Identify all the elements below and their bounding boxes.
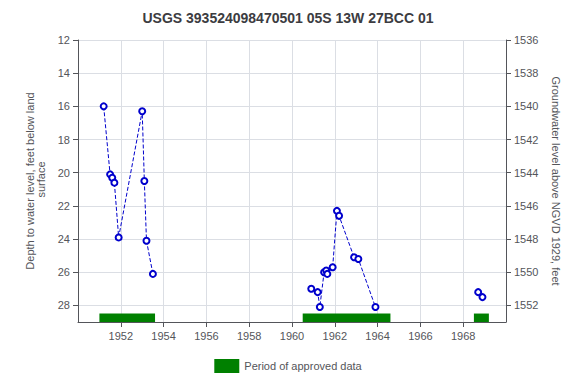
svg-text:1956: 1956	[194, 330, 218, 342]
svg-text:1540: 1540	[514, 100, 538, 112]
svg-text:1538: 1538	[514, 67, 538, 79]
svg-text:1960: 1960	[280, 330, 304, 342]
svg-text:USGS 393524098470501 05S 13W 2: USGS 393524098470501 05S 13W 27BCC 01	[142, 10, 433, 26]
svg-text:Period of approved data: Period of approved data	[244, 360, 362, 372]
svg-text:1536: 1536	[514, 34, 538, 46]
svg-text:22: 22	[58, 200, 70, 212]
svg-text:1952: 1952	[109, 330, 133, 342]
svg-text:16: 16	[58, 100, 70, 112]
svg-text:1548: 1548	[514, 233, 538, 245]
svg-text:surface: surface	[35, 161, 47, 200]
svg-text:1550: 1550	[514, 266, 538, 278]
svg-text:1552: 1552	[514, 299, 538, 311]
svg-text:1544: 1544	[514, 167, 538, 179]
svg-text:Groundwater level above NGVD 1: Groundwater level above NGVD 1929, feet	[550, 76, 562, 285]
svg-text:1958: 1958	[237, 330, 261, 342]
svg-text:1968: 1968	[451, 330, 475, 342]
svg-text:1542: 1542	[514, 134, 538, 146]
svg-text:Depth to water level, feet bel: Depth to water level, feet below land	[23, 92, 36, 270]
svg-text:1964: 1964	[365, 330, 389, 342]
svg-text:20: 20	[58, 167, 70, 179]
svg-text:1962: 1962	[323, 330, 347, 342]
svg-text:24: 24	[58, 233, 70, 245]
svg-text:1954: 1954	[151, 330, 175, 342]
svg-text:1546: 1546	[514, 200, 538, 212]
svg-text:28: 28	[58, 299, 70, 311]
svg-text:1966: 1966	[408, 330, 432, 342]
svg-text:14: 14	[58, 67, 70, 79]
svg-text:26: 26	[58, 266, 70, 278]
svg-text:12: 12	[58, 34, 70, 46]
svg-text:18: 18	[58, 134, 70, 146]
